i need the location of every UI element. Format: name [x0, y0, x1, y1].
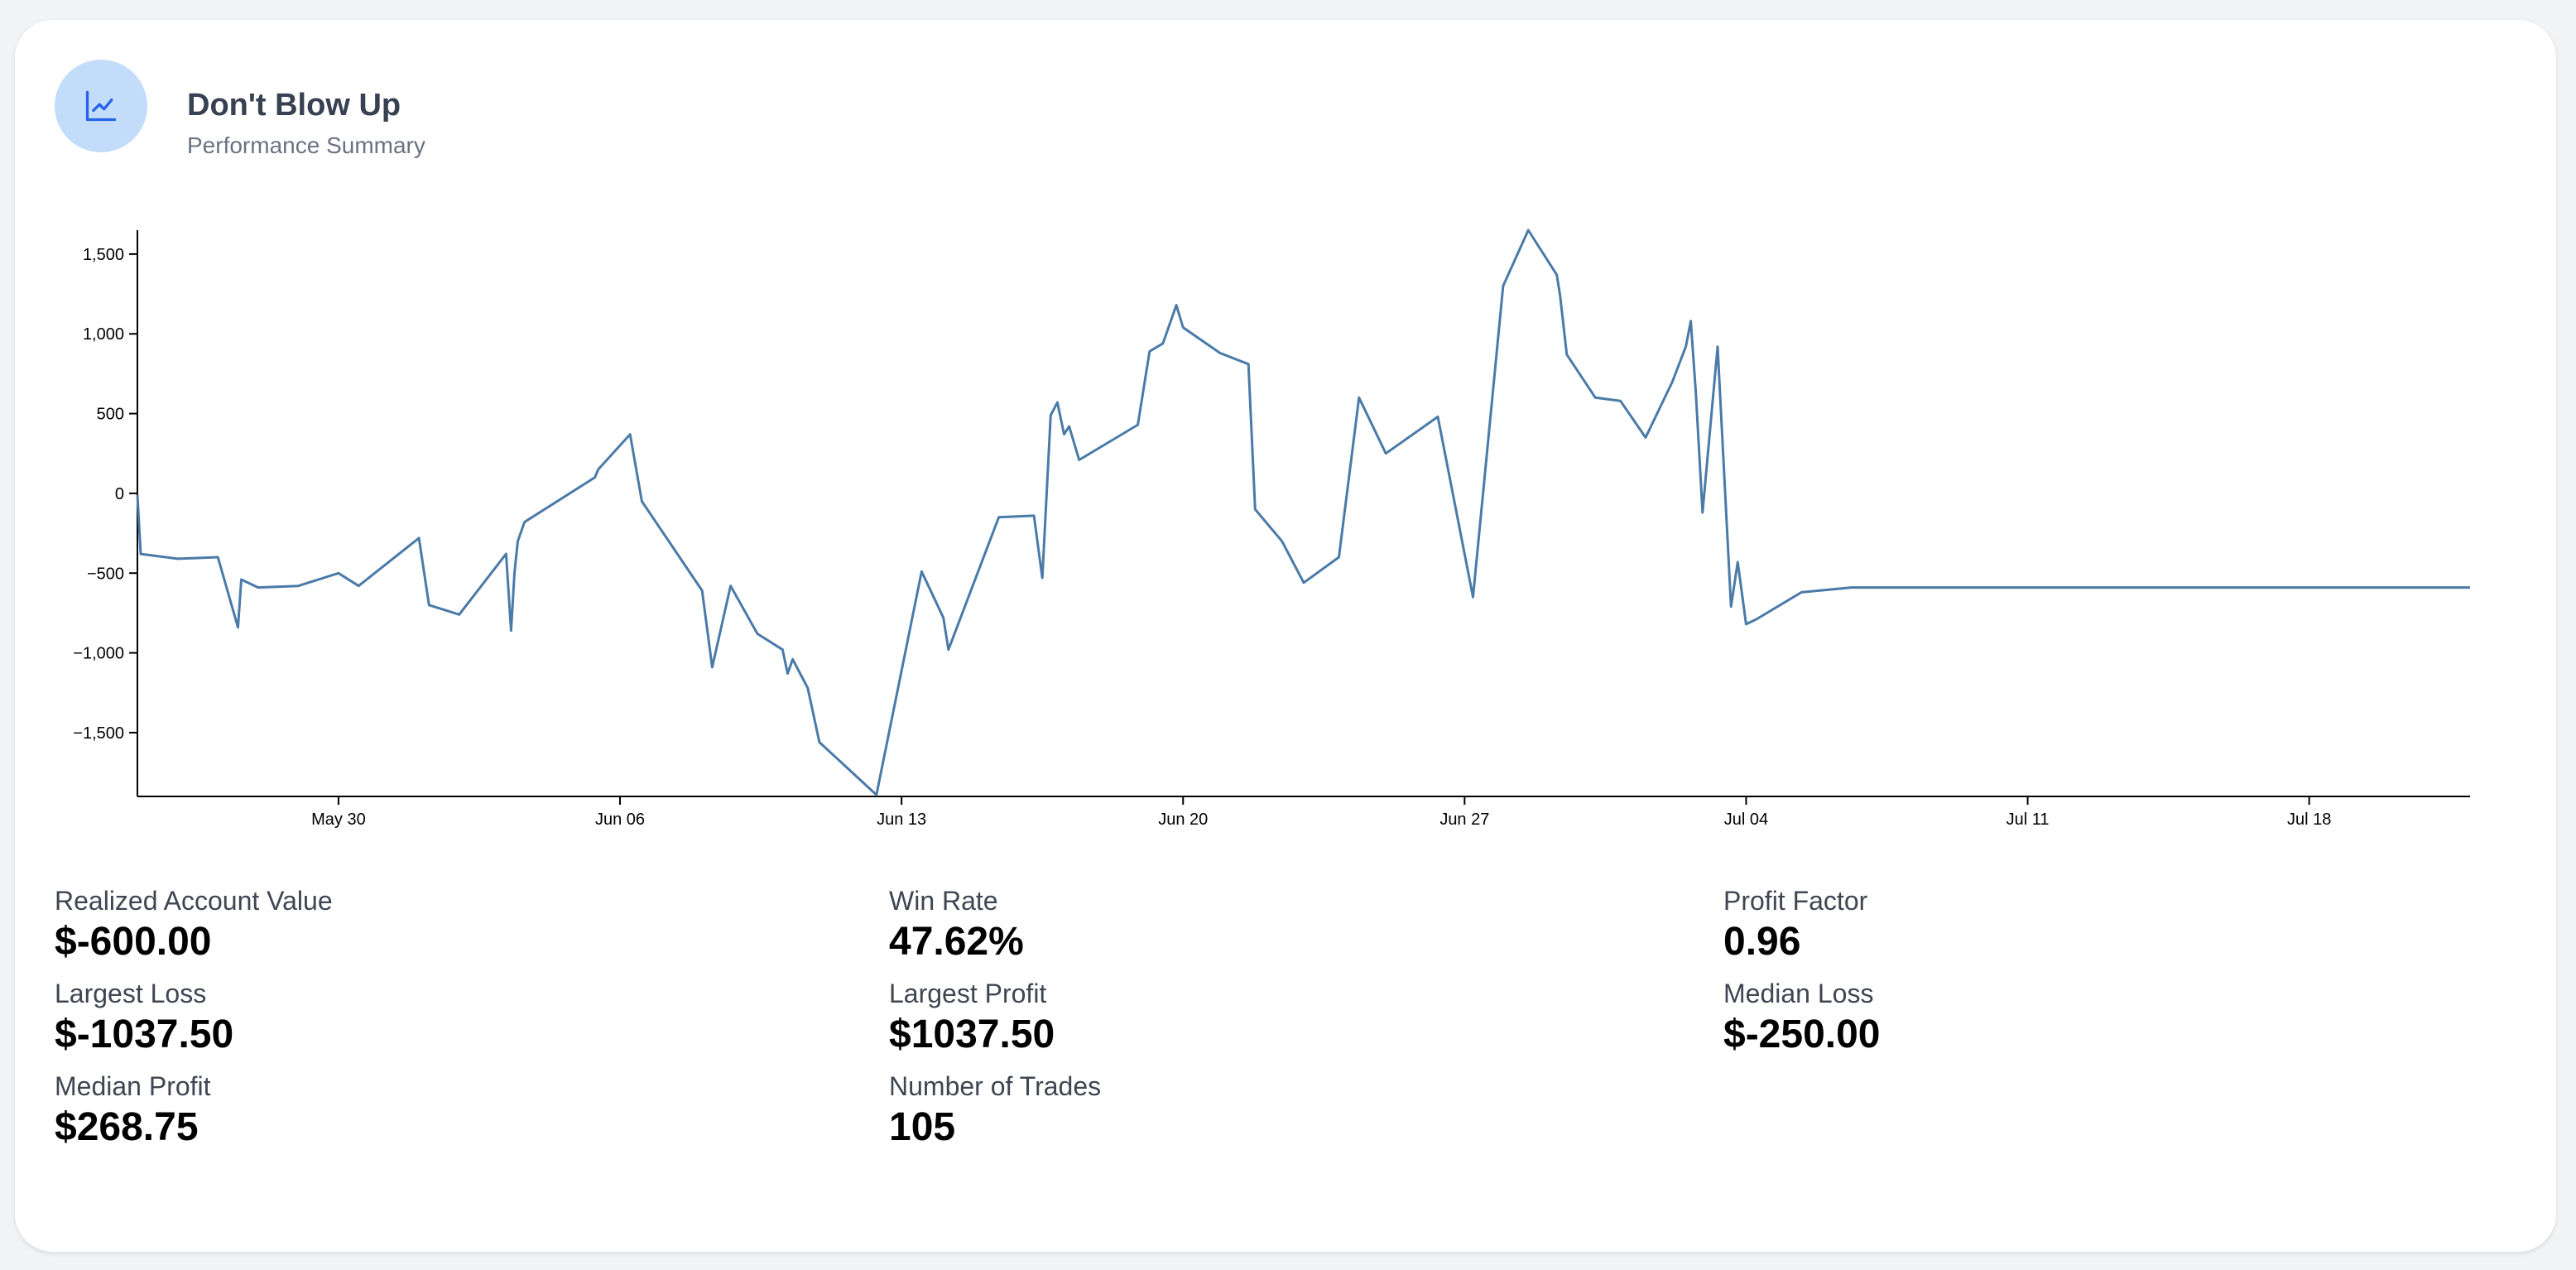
page-title: Don't Blow Up [187, 88, 401, 123]
page-subtitle: Performance Summary [187, 132, 425, 158]
stat-label: Largest Profit [889, 979, 1047, 1008]
stat-label: Median Loss [1723, 979, 1874, 1008]
stat-realized-account-value: Realized Account Value $-600.00 [55, 884, 833, 967]
x-tick-label: Jun 06 [595, 811, 645, 829]
y-tick-label: 500 [97, 406, 124, 424]
stat-largest-loss: Largest Loss $-1037.50 [55, 977, 833, 1060]
equity-chart: −1,500 −1,000 −500 0 500 1,000 1,500 May 30 Jun … [15, 185, 2556, 864]
x-tick-label: Jul 18 [2287, 811, 2331, 829]
y-tick-label: 0 [115, 485, 124, 503]
stat-value: $-1037.50 [55, 1013, 234, 1056]
performance-card: Don't Blow Up Performance Summary −1,500… [15, 20, 2556, 1252]
stat-label: Largest Loss [55, 979, 207, 1008]
stat-label: Realized Account Value [55, 886, 333, 916]
stat-value: $1037.50 [889, 1013, 1055, 1056]
y-tick-label: −500 [87, 565, 124, 583]
x-tick-label: Jul 04 [1724, 811, 1768, 829]
stat-value: $268.75 [55, 1105, 199, 1149]
stat-label: Win Rate [889, 886, 998, 916]
x-tick-label: Jun 20 [1158, 811, 1208, 829]
stat-value: $-250.00 [1723, 1013, 1881, 1056]
series-line [136, 229, 2470, 796]
y-tick-label: 1,500 [83, 246, 124, 264]
y-tick-label: 1,000 [83, 325, 124, 344]
stat-label: Number of Trades [889, 1071, 1102, 1101]
y-tick-label: −1,000 [73, 645, 124, 663]
x-tick-label: May 30 [311, 811, 366, 829]
stat-median-loss: Median Loss $-250.00 [1723, 977, 2502, 1060]
stat-profit-factor: Profit Factor 0.96 [1723, 884, 2502, 967]
y-tick-label: −1,500 [73, 724, 124, 743]
stat-value: 47.62% [889, 920, 1024, 964]
line-chart-icon [55, 60, 147, 152]
stat-win-rate: Win Rate 47.62% [889, 884, 1667, 967]
x-tick-label: Jul 11 [2006, 811, 2050, 829]
stat-number-of-trades: Number of Trades 105 [889, 1070, 1667, 1152]
stat-label: Median Profit [55, 1071, 211, 1101]
stat-value: 0.96 [1723, 920, 1801, 964]
stat-value: 105 [889, 1105, 956, 1149]
stat-largest-profit: Largest Profit $1037.50 [889, 977, 1667, 1060]
stat-label: Profit Factor [1723, 886, 1868, 916]
stat-value: $-600.00 [55, 920, 212, 964]
equity-chart-svg: −1,500 −1,000 −500 0 500 1,000 1,500 May 30 Jun … [73, 229, 2470, 829]
x-tick-label: Jun 27 [1439, 811, 1489, 829]
stat-median-profit: Median Profit $268.75 [55, 1070, 833, 1152]
x-tick-label: Jun 13 [877, 811, 926, 829]
